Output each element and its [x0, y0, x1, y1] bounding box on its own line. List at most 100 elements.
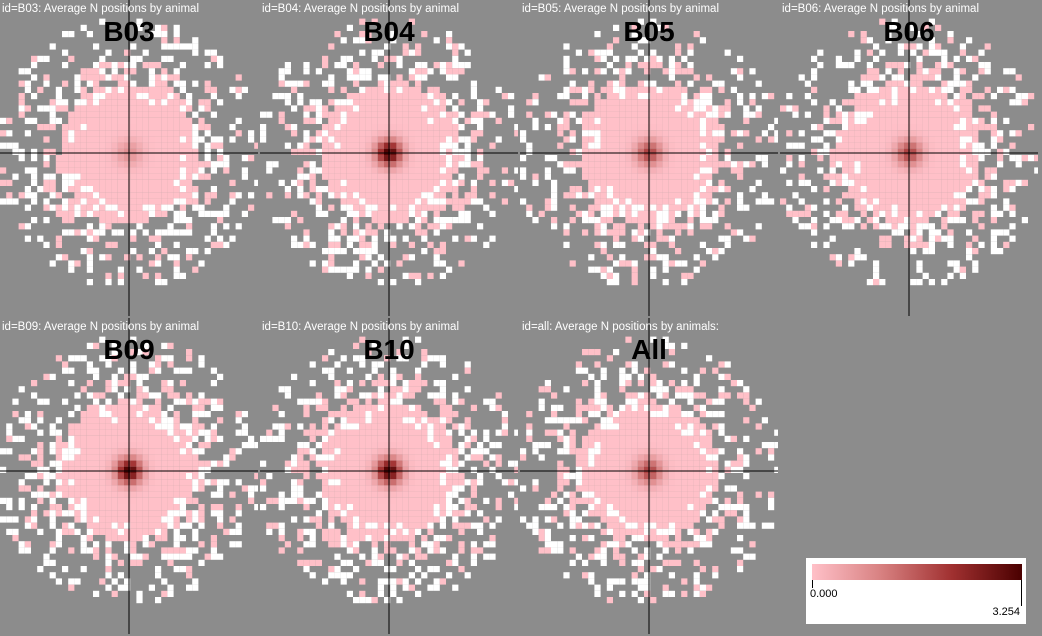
heatmap-cell: [37, 497, 44, 504]
heatmap-cell: [656, 117, 663, 124]
heatmap-cell: [346, 504, 353, 511]
heatmap-cell: [396, 355, 403, 362]
heatmap-cell: [644, 254, 651, 261]
heatmap-cell: [668, 124, 675, 131]
heatmap-cell: [74, 74, 81, 81]
heatmap-cell: [297, 173, 304, 180]
heatmap-cell: [18, 111, 25, 118]
heatmap-cell: [359, 148, 366, 155]
heatmap-cell: [557, 93, 564, 100]
heatmap-cell: [186, 355, 193, 362]
heatmap-cell: [334, 528, 341, 535]
heatmap-cell: [43, 479, 50, 486]
heatmap-cell: [990, 248, 997, 255]
heatmap-cell: [111, 342, 118, 349]
heatmap-cell: [582, 417, 589, 424]
heatmap-cell: [24, 541, 31, 548]
heatmap-cell: [637, 235, 644, 242]
heatmap-cell: [656, 210, 663, 217]
heatmap-cell: [148, 80, 155, 87]
heatmap-cell: [916, 198, 923, 205]
heatmap-cell: [328, 491, 335, 498]
heatmap-cell: [415, 43, 422, 50]
heatmap-cell: [625, 336, 632, 343]
heatmap-cell: [192, 479, 199, 486]
heatmap-cell: [941, 235, 948, 242]
heatmap-cell: [668, 217, 675, 224]
heatmap-cell: [111, 429, 118, 436]
heatmap-cell: [768, 136, 775, 143]
heatmap-cell: [124, 535, 131, 542]
heatmap-cell: [879, 235, 886, 242]
heatmap-cell: [768, 93, 775, 100]
heatmap-cell: [186, 217, 193, 224]
heatmap-cell: [699, 210, 706, 217]
heatmap-cell: [266, 111, 273, 118]
heatmap-cell: [229, 192, 236, 199]
heatmap-cell: [662, 217, 669, 224]
heatmap-cell: [551, 404, 558, 411]
heatmap-cell: [569, 217, 576, 224]
heatmap-cell: [117, 442, 124, 449]
heatmap-cell: [916, 62, 923, 69]
heatmap-cell: [99, 336, 106, 343]
heatmap-cell: [897, 155, 904, 162]
heatmap-cell: [681, 367, 688, 374]
heatmap-cell: [402, 86, 409, 93]
heatmap-cell: [328, 528, 335, 535]
heatmap-cell: [706, 248, 713, 255]
heatmap-cell: [80, 442, 87, 449]
heatmap-cell: [650, 111, 657, 118]
heatmap-cell: [148, 142, 155, 149]
heatmap-cell: [990, 210, 997, 217]
heatmap-cell: [619, 380, 626, 387]
heatmap-cell: [897, 210, 904, 217]
heatmap-cell: [124, 192, 131, 199]
heatmap-cell: [303, 130, 310, 137]
heatmap-cell: [359, 578, 366, 585]
heatmap-cell: [427, 86, 434, 93]
heatmap-cell: [458, 179, 465, 186]
heatmap-cell: [365, 229, 372, 236]
heatmap-cell: [371, 392, 378, 399]
heatmap-cell: [978, 223, 985, 230]
heatmap-cell: [650, 336, 657, 343]
heatmap-cell: [854, 204, 861, 211]
heatmap-cell: [173, 429, 180, 436]
heatmap-cell: [62, 510, 69, 517]
heatmap-cell: [93, 367, 100, 374]
heatmap-cell: [551, 204, 558, 211]
heatmap-cell: [681, 417, 688, 424]
heatmap-cell: [662, 198, 669, 205]
heatmap-cell: [860, 186, 867, 193]
heatmap-cell: [681, 148, 688, 155]
heatmap-cell: [167, 510, 174, 517]
heatmap-cell: [155, 479, 162, 486]
heatmap-cell: [637, 411, 644, 418]
heatmap-cell: [136, 217, 143, 224]
heatmap-cell: [136, 448, 143, 455]
heatmap-cell: [0, 497, 7, 504]
heatmap-cell: [656, 229, 663, 236]
heatmap-cell: [916, 167, 923, 174]
heatmap-cell: [334, 130, 341, 137]
heatmap-cell: [148, 504, 155, 511]
heatmap-cell: [124, 62, 131, 69]
heatmap-cell: [446, 130, 453, 137]
heatmap-cell: [606, 411, 613, 418]
heatmap-cell: [173, 130, 180, 137]
heatmap-cell: [186, 148, 193, 155]
heatmap-cell: [390, 386, 397, 393]
heatmap-cell: [111, 578, 118, 585]
heatmap-cell: [18, 454, 25, 461]
heatmap-cell: [687, 217, 694, 224]
heatmap-cell: [31, 173, 38, 180]
heatmap-cell: [80, 454, 87, 461]
heatmap-B06: [780, 0, 1038, 316]
heatmap-cell: [173, 485, 180, 492]
heatmap-cell: [328, 566, 335, 573]
heatmap-cell: [99, 454, 106, 461]
heatmap-cell: [439, 404, 446, 411]
heatmap-cell: [817, 124, 824, 131]
heatmap-cell: [718, 248, 725, 255]
